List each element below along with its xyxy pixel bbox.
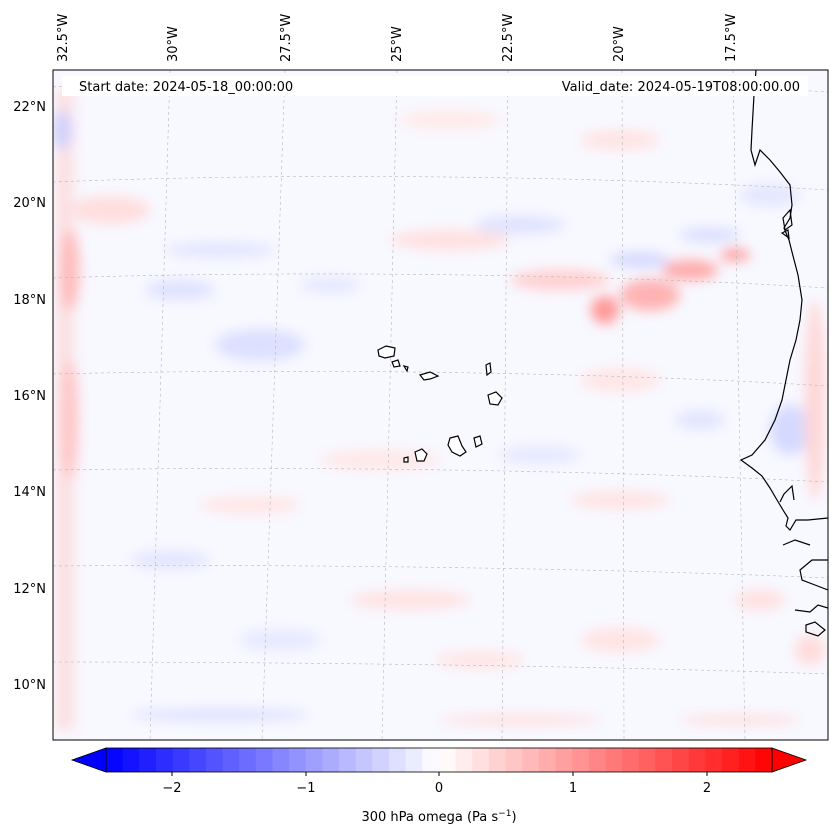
lon-label: 32.5°W bbox=[56, 14, 71, 62]
colorbar-cell bbox=[372, 748, 390, 772]
colorbar-cell bbox=[622, 748, 640, 772]
colorbar-cell bbox=[355, 748, 373, 772]
colorbar-cell bbox=[255, 748, 274, 772]
island-maio bbox=[473, 435, 483, 448]
lon-label: 17.5°W bbox=[724, 14, 739, 62]
colorbar-cell bbox=[239, 748, 257, 772]
lon-label: 20°W bbox=[612, 26, 627, 62]
colorbar-tick-label: −2 bbox=[162, 781, 181, 796]
colorbar-cell bbox=[272, 748, 290, 772]
colorbar-cell bbox=[722, 748, 740, 772]
lat-label: 12°N bbox=[13, 582, 46, 597]
start-date-text: Start date: 2024-05-18_00:00:00 bbox=[79, 80, 293, 95]
island-santo-antao bbox=[377, 345, 396, 359]
lon-label: 30°W bbox=[166, 26, 181, 62]
colorbar-cell bbox=[655, 748, 673, 772]
header-box bbox=[62, 76, 808, 96]
island-sao-nicolau bbox=[418, 371, 440, 381]
island-sal bbox=[485, 362, 492, 377]
colorbar-cell bbox=[439, 748, 457, 772]
lat-label: 10°N bbox=[13, 678, 46, 693]
colorbar-cell bbox=[455, 748, 473, 772]
latitude-labels: 22°N 20°N 18°N 16°N 14°N 12°N 10°N bbox=[13, 100, 46, 693]
cape-verde-islands bbox=[377, 345, 503, 463]
coastline bbox=[739, 70, 828, 637]
colorbar-cell bbox=[172, 748, 190, 772]
colorbar-cell bbox=[339, 748, 357, 772]
colorbar-cell bbox=[505, 748, 523, 772]
colorbar: −2 −1 0 1 2 300 hPa omega (Pa s−1) bbox=[70, 747, 808, 825]
colorbar-cell bbox=[688, 748, 706, 772]
island-fogo bbox=[414, 448, 428, 462]
colorbar-cell bbox=[389, 748, 407, 772]
colorbar-tick-label: −1 bbox=[296, 781, 315, 796]
omega-field bbox=[53, 90, 825, 730]
colorbar-cell bbox=[422, 748, 440, 772]
lat-label: 22°N bbox=[13, 100, 46, 115]
colorbar-cell bbox=[705, 748, 723, 772]
island-brava bbox=[403, 456, 409, 463]
colorbar-cell bbox=[305, 748, 324, 772]
colorbar-cell bbox=[588, 748, 607, 772]
island-santa-luzia bbox=[402, 365, 409, 373]
colorbar-cell bbox=[572, 748, 590, 772]
colorbar-cell bbox=[538, 748, 557, 772]
colorbar-cell bbox=[555, 748, 573, 772]
map-panel bbox=[53, 70, 828, 740]
island-santiago bbox=[447, 435, 467, 457]
lat-label: 18°N bbox=[13, 293, 46, 308]
colorbar-cells bbox=[106, 748, 773, 772]
colorbar-cell bbox=[638, 748, 657, 772]
colorbar-ticks bbox=[171, 772, 708, 776]
colorbar-cell bbox=[755, 748, 773, 772]
lon-label: 25°W bbox=[390, 26, 405, 62]
longitude-labels: 32.5°W 30°W 27.5°W 25°W 22.5°W 20°W 17.5… bbox=[56, 14, 739, 62]
colorbar-cell bbox=[322, 748, 340, 772]
lat-label: 16°N bbox=[13, 389, 46, 404]
island-boa-vista bbox=[487, 391, 503, 406]
colorbar-cell bbox=[106, 748, 124, 772]
colorbar-cell bbox=[139, 748, 157, 772]
colorbar-cell bbox=[472, 748, 490, 772]
colorbar-tick-label: 0 bbox=[435, 781, 443, 796]
colorbar-cell bbox=[205, 748, 224, 772]
colorbar-cell bbox=[605, 748, 623, 772]
colorbar-cell bbox=[488, 748, 507, 772]
lon-label: 22.5°W bbox=[501, 14, 516, 62]
colorbar-label: 300 hPa omega (Pa s−1) bbox=[361, 809, 516, 825]
colorbar-extend-min bbox=[70, 747, 107, 773]
colorbar-cell bbox=[672, 748, 690, 772]
colorbar-cell bbox=[522, 748, 540, 772]
island-sao-vicente bbox=[391, 359, 401, 368]
colorbar-cell bbox=[289, 748, 307, 772]
colorbar-cell bbox=[189, 748, 207, 772]
map-frame bbox=[52, 69, 829, 741]
lat-label: 20°N bbox=[13, 196, 46, 211]
map-background bbox=[53, 70, 828, 740]
valid-date-text: Valid_date: 2024-05-19T08:00:00.00 bbox=[562, 80, 800, 95]
colorbar-cell bbox=[122, 748, 140, 772]
lat-label: 14°N bbox=[13, 485, 46, 500]
lon-label: 27.5°W bbox=[279, 14, 294, 62]
colorbar-cell bbox=[155, 748, 174, 772]
colorbar-extend-max bbox=[771, 747, 808, 773]
colorbar-cell bbox=[738, 748, 756, 772]
colorbar-tick-label: 1 bbox=[569, 781, 577, 796]
colorbar-cell bbox=[405, 748, 423, 772]
colorbar-tick-label: 2 bbox=[703, 781, 711, 796]
colorbar-cell bbox=[222, 748, 240, 772]
